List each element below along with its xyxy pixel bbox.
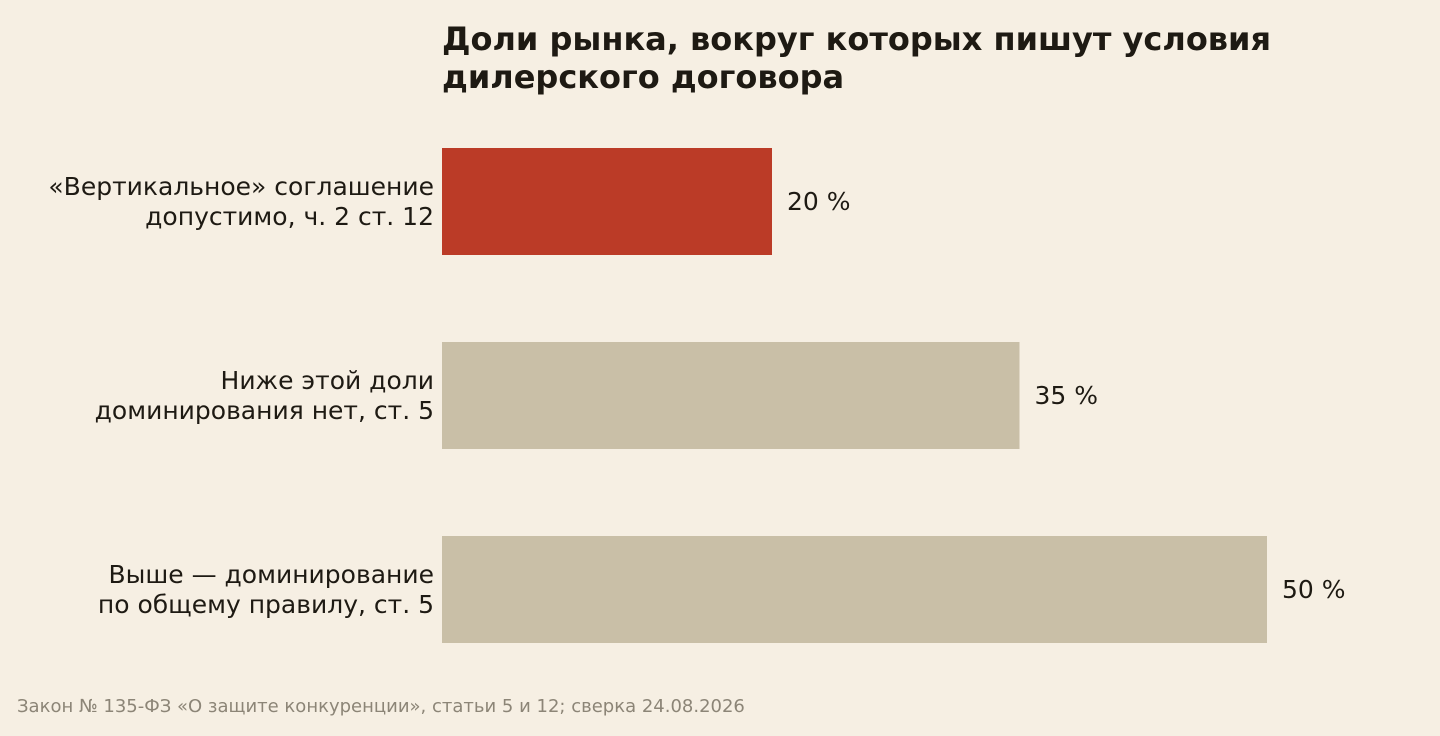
bar-3 [442, 536, 1267, 643]
category-label-1-line-2: допустимо, ч. 2 ст. 12 [145, 202, 434, 231]
category-label-1-line-1: «Вертикальное» соглашение [48, 172, 434, 201]
category-label-3-line-1: Выше — доминирование [108, 560, 434, 589]
bar-value-label-2: 35 % [1035, 381, 1099, 410]
category-label-2-line-1: Ниже этой доли [221, 366, 434, 395]
bar-value-label-1: 20 % [787, 187, 851, 216]
chart-title: Доли рынка, вокруг которых пишут условия… [442, 20, 1402, 96]
category-label-2-line-2: доминирования нет, ст. 5 [95, 396, 434, 425]
bar-2 [442, 342, 1020, 449]
chart-title-line-2: дилерского договора [442, 58, 845, 96]
bar-1 [442, 148, 772, 255]
chart-title-line-1: Доли рынка, вокруг которых пишут условия [442, 20, 1272, 58]
source-note: Закон № 135-ФЗ «О защите конкуренции», с… [17, 696, 745, 717]
category-label-3-line-2: по общему правилу, ст. 5 [98, 590, 434, 619]
bar-value-label-3: 50 % [1282, 575, 1346, 604]
